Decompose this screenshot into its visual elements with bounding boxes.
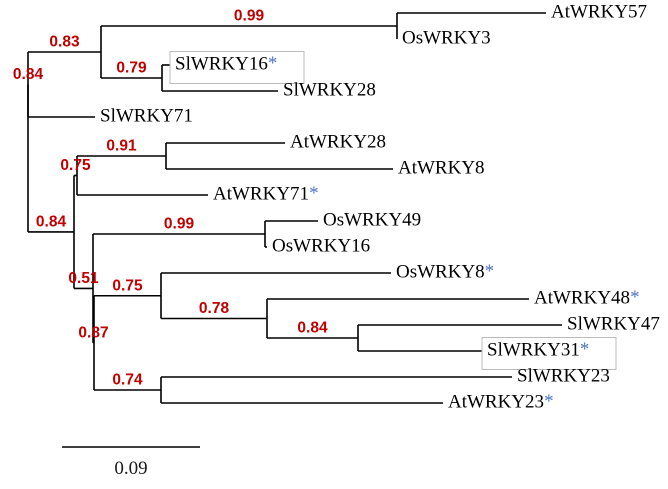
svg-text:OsWRKY16: OsWRKY16 [272,235,370,256]
svg-text:0.78: 0.78 [199,300,230,317]
svg-text:0.91: 0.91 [106,138,137,155]
svg-text:0.74: 0.74 [112,372,143,389]
svg-text:AtWRKY57: AtWRKY57 [551,1,647,22]
svg-text:0.99: 0.99 [234,8,265,25]
svg-text:OsWRKY49: OsWRKY49 [323,209,421,230]
svg-text:0.75: 0.75 [112,277,143,294]
svg-text:0.79: 0.79 [116,60,147,77]
svg-text:AtWRKY28: AtWRKY28 [290,131,386,152]
svg-text:SlWRKY16*: SlWRKY16* [175,53,277,74]
svg-text:0.09: 0.09 [114,458,147,479]
svg-text:SlWRKY47: SlWRKY47 [567,313,660,334]
svg-text:0.84: 0.84 [297,320,328,337]
svg-text:0.99: 0.99 [164,216,195,233]
svg-text:SlWRKY71: SlWRKY71 [100,105,193,126]
svg-text:OsWRKY3: OsWRKY3 [402,27,491,48]
svg-text:0.84: 0.84 [36,213,67,230]
svg-text:0.51: 0.51 [68,270,99,287]
svg-text:SlWRKY28: SlWRKY28 [283,79,376,100]
svg-text:0.83: 0.83 [49,34,80,51]
svg-text:0.84: 0.84 [13,66,44,83]
svg-text:0.87: 0.87 [78,324,108,341]
svg-text:0.75: 0.75 [60,157,91,174]
svg-text:AtWRKY48*: AtWRKY48* [534,287,640,308]
svg-text:AtWRKY8: AtWRKY8 [398,157,485,178]
svg-text:SlWRKY23: SlWRKY23 [517,365,610,386]
svg-text:AtWRKY71*: AtWRKY71* [213,183,319,204]
svg-text:OsWRKY8*: OsWRKY8* [396,261,494,282]
svg-text:AtWRKY23*: AtWRKY23* [448,391,554,412]
svg-text:SlWRKY31*: SlWRKY31* [487,339,589,360]
